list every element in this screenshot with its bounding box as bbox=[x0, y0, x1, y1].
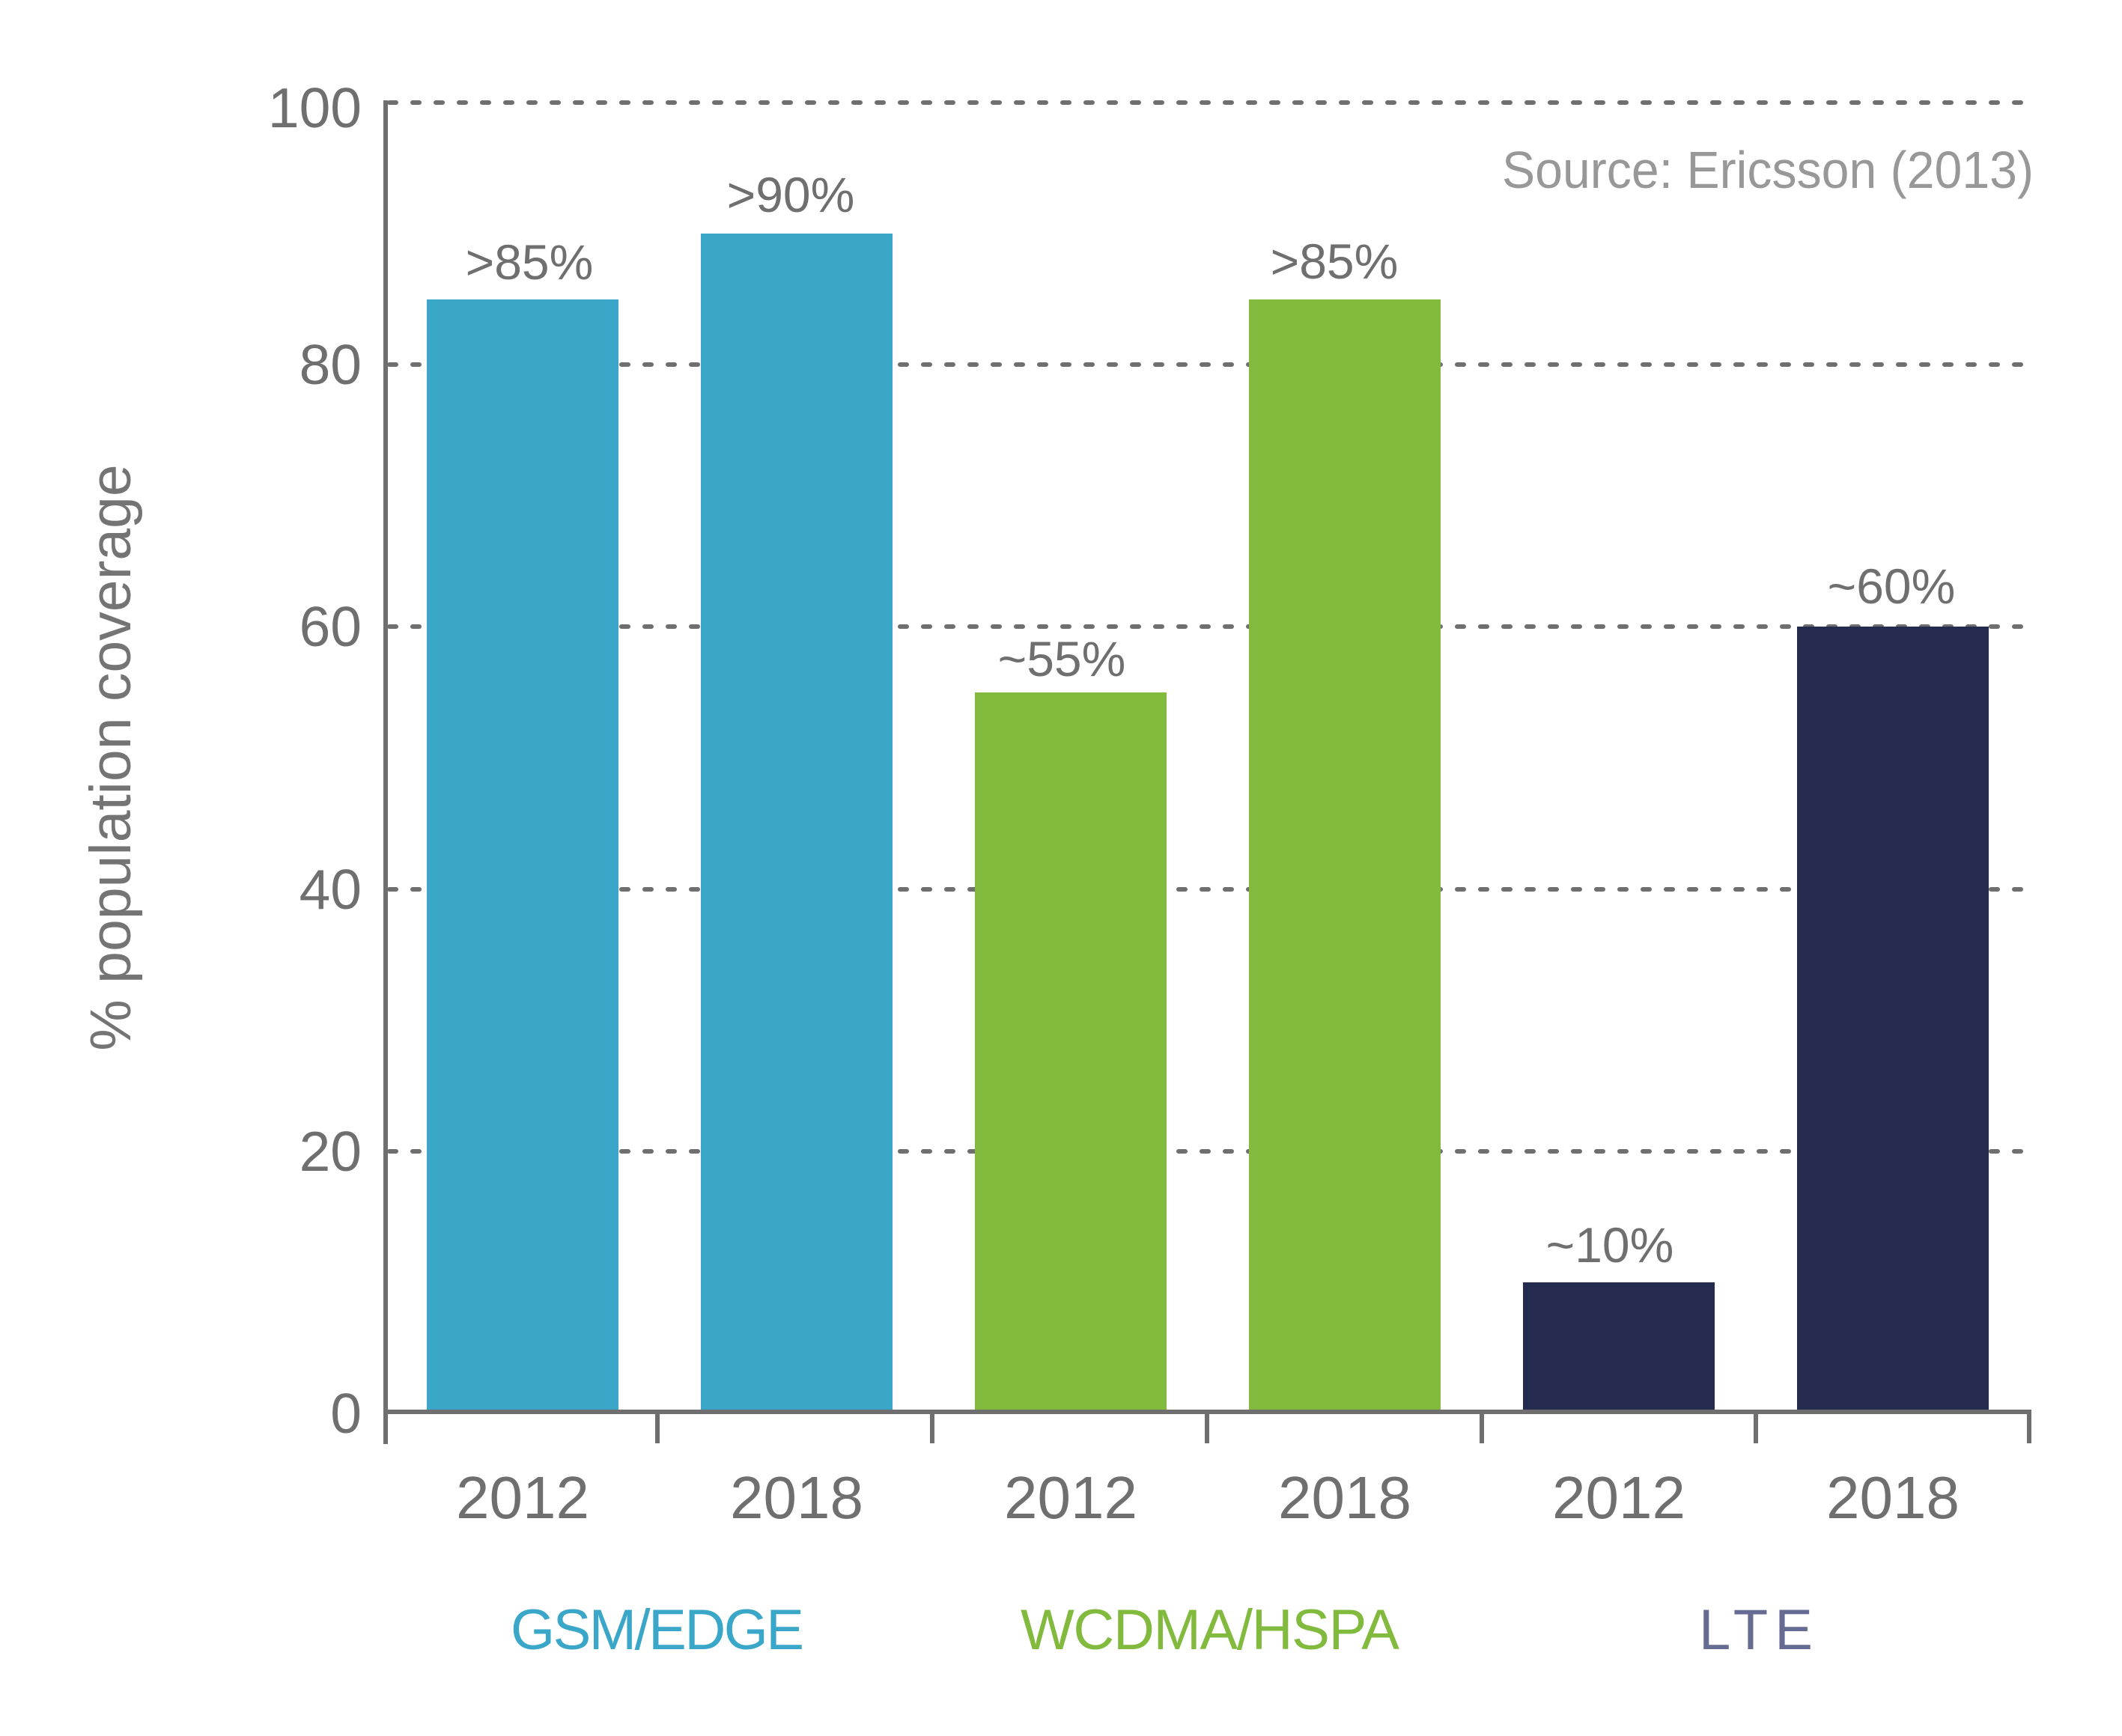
svg-text:% population coverage: % population coverage bbox=[79, 464, 143, 1050]
svg-text:GSM/EDGE: GSM/EDGE bbox=[511, 1598, 804, 1662]
svg-text:~10%: ~10% bbox=[1546, 1217, 1674, 1273]
svg-text:2018: 2018 bbox=[730, 1464, 863, 1531]
svg-text:2018: 2018 bbox=[1826, 1464, 1960, 1531]
svg-text:2012: 2012 bbox=[1004, 1464, 1137, 1531]
svg-text:~60%: ~60% bbox=[1828, 558, 1956, 614]
svg-text:LTE: LTE bbox=[1699, 1598, 1813, 1662]
svg-text:20: 20 bbox=[300, 1120, 362, 1183]
svg-text:Source: Ericsson (2013): Source: Ericsson (2013) bbox=[1502, 141, 2034, 199]
svg-text:2018: 2018 bbox=[1278, 1464, 1411, 1531]
svg-text:WCDMA/HSPA: WCDMA/HSPA bbox=[1021, 1598, 1399, 1662]
svg-text:2012: 2012 bbox=[1552, 1464, 1685, 1531]
svg-text:0: 0 bbox=[330, 1382, 362, 1445]
svg-text:100: 100 bbox=[268, 76, 362, 139]
svg-text:>85%: >85% bbox=[1271, 234, 1399, 289]
svg-text:40: 40 bbox=[300, 858, 362, 921]
svg-text:>85%: >85% bbox=[466, 234, 594, 290]
svg-text:80: 80 bbox=[300, 333, 362, 396]
svg-text:2012: 2012 bbox=[456, 1464, 589, 1531]
svg-text:~55%: ~55% bbox=[998, 631, 1126, 686]
svg-text:60: 60 bbox=[300, 595, 362, 658]
svg-text:>90%: >90% bbox=[727, 167, 855, 222]
